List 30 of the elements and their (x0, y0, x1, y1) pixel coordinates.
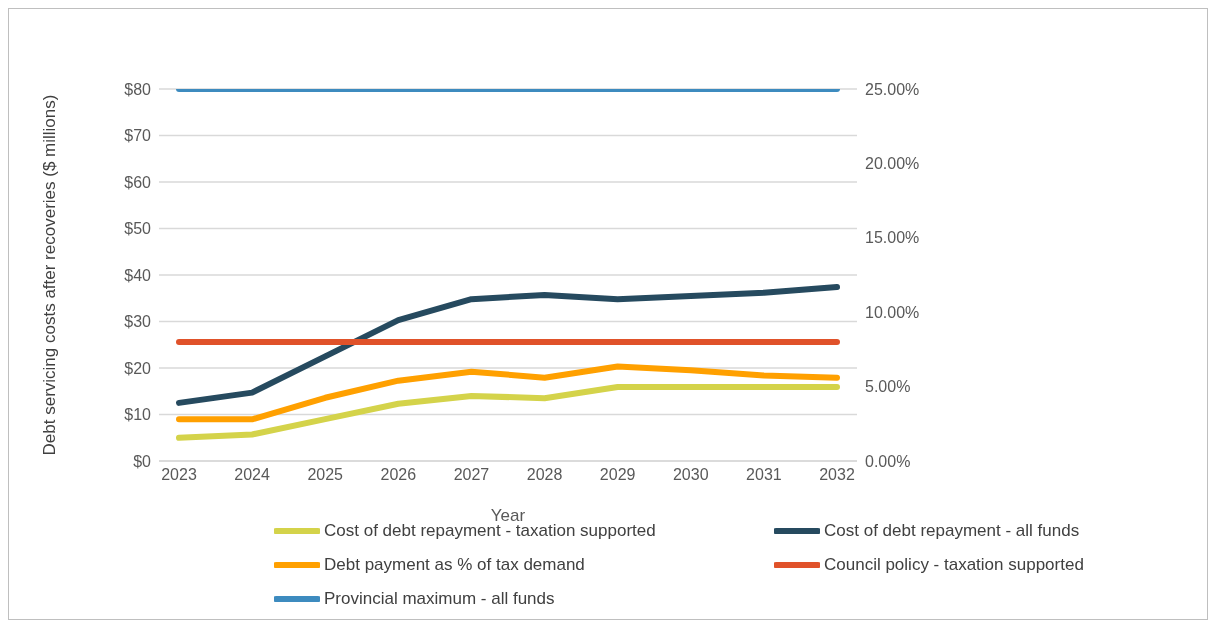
legend-label: Provincial maximum - all funds (324, 589, 555, 609)
y-tick-label: $70 (124, 127, 152, 145)
y2-tick-label: 25.00% (865, 80, 920, 98)
y2-tick-label: 20.00% (865, 155, 920, 173)
x-tick-label: 2025 (307, 466, 344, 484)
x-tick-label: 2027 (453, 466, 490, 484)
y-tick-label: $30 (124, 313, 152, 331)
y-tick-label: $80 (124, 80, 152, 98)
x-tick-label: 2032 (819, 466, 855, 484)
x-tick-label: 2023 (161, 466, 197, 484)
y-tick-label: $0 (133, 452, 152, 470)
y-tick-label: $50 (124, 220, 152, 238)
y-tick-label: $40 (124, 266, 152, 284)
y2-tick-label: 5.00% (865, 378, 911, 396)
x-tick-label: 2026 (380, 466, 417, 484)
x-tick-label: 2028 (526, 466, 563, 484)
x-tick-label: 2031 (746, 466, 782, 484)
y2-tick-label: 0.00% (865, 452, 911, 470)
legend-label: Debt payment as % of tax demand (324, 555, 585, 575)
y2-tick-label: 15.00% (865, 229, 920, 247)
y-axis-title: Debt servicing costs after recoveries ($ millions) (40, 94, 60, 456)
x-tick-label: 2029 (599, 466, 636, 484)
y-tick-label: $60 (124, 173, 152, 191)
legend-label: Council policy - taxation supported (824, 555, 1084, 575)
y-tick-label: $20 (124, 359, 152, 377)
x-tick-label: 2030 (672, 466, 709, 484)
legend-label: Cost of debt repayment - all funds (824, 521, 1080, 541)
y-tick-label: $10 (124, 406, 152, 424)
y2-tick-label: 10.00% (865, 303, 920, 321)
x-tick-label: 2024 (234, 466, 271, 484)
